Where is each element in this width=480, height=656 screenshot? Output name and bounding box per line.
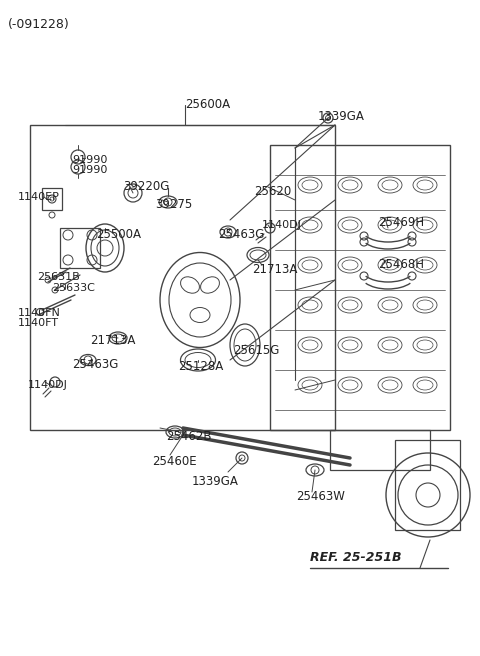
Text: 1140FT: 1140FT [18,318,59,328]
Text: 1339GA: 1339GA [318,110,365,123]
Text: 25500A: 25500A [96,228,141,241]
Text: 25600A: 25600A [185,98,230,111]
Text: 25633C: 25633C [52,283,95,293]
Text: 1339GA: 1339GA [192,475,239,488]
Text: 39220G: 39220G [123,180,169,193]
Text: 25620: 25620 [254,185,291,198]
Text: 25460E: 25460E [152,455,197,468]
Text: 25615G: 25615G [233,344,279,357]
Text: 1140EP: 1140EP [18,192,60,202]
Text: 39275: 39275 [155,198,192,211]
Text: 91990: 91990 [72,155,108,165]
Text: 25631B: 25631B [37,272,80,282]
Text: 25469H: 25469H [378,216,424,229]
Text: 91990: 91990 [72,165,108,175]
Text: 1140DJ: 1140DJ [262,220,302,230]
Text: 25463G: 25463G [72,358,119,371]
Text: 1140DJ: 1140DJ [28,380,68,390]
Text: 25462B: 25462B [166,430,212,443]
Text: 25463W: 25463W [296,490,345,503]
Text: 25128A: 25128A [178,360,223,373]
Text: 21713A: 21713A [252,263,298,276]
Text: 25463G: 25463G [218,228,264,241]
Text: 1140FN: 1140FN [18,308,61,318]
Text: REF. 25-251B: REF. 25-251B [310,551,401,564]
Text: (-091228): (-091228) [8,18,70,31]
Text: 25468H: 25468H [378,258,424,271]
Text: 21713A: 21713A [90,334,135,347]
